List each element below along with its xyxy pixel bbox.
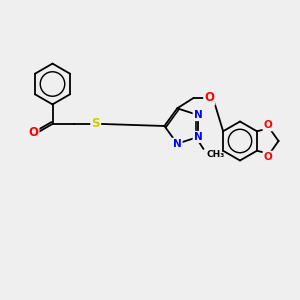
Text: S: S [92, 117, 100, 130]
Text: N: N [194, 132, 203, 142]
Text: O: O [264, 120, 272, 130]
Text: O: O [204, 91, 214, 104]
Text: N: N [173, 139, 182, 149]
Text: N: N [194, 110, 203, 120]
Text: O: O [264, 152, 272, 162]
Text: CH₃: CH₃ [206, 149, 225, 158]
Text: O: O [28, 126, 38, 140]
